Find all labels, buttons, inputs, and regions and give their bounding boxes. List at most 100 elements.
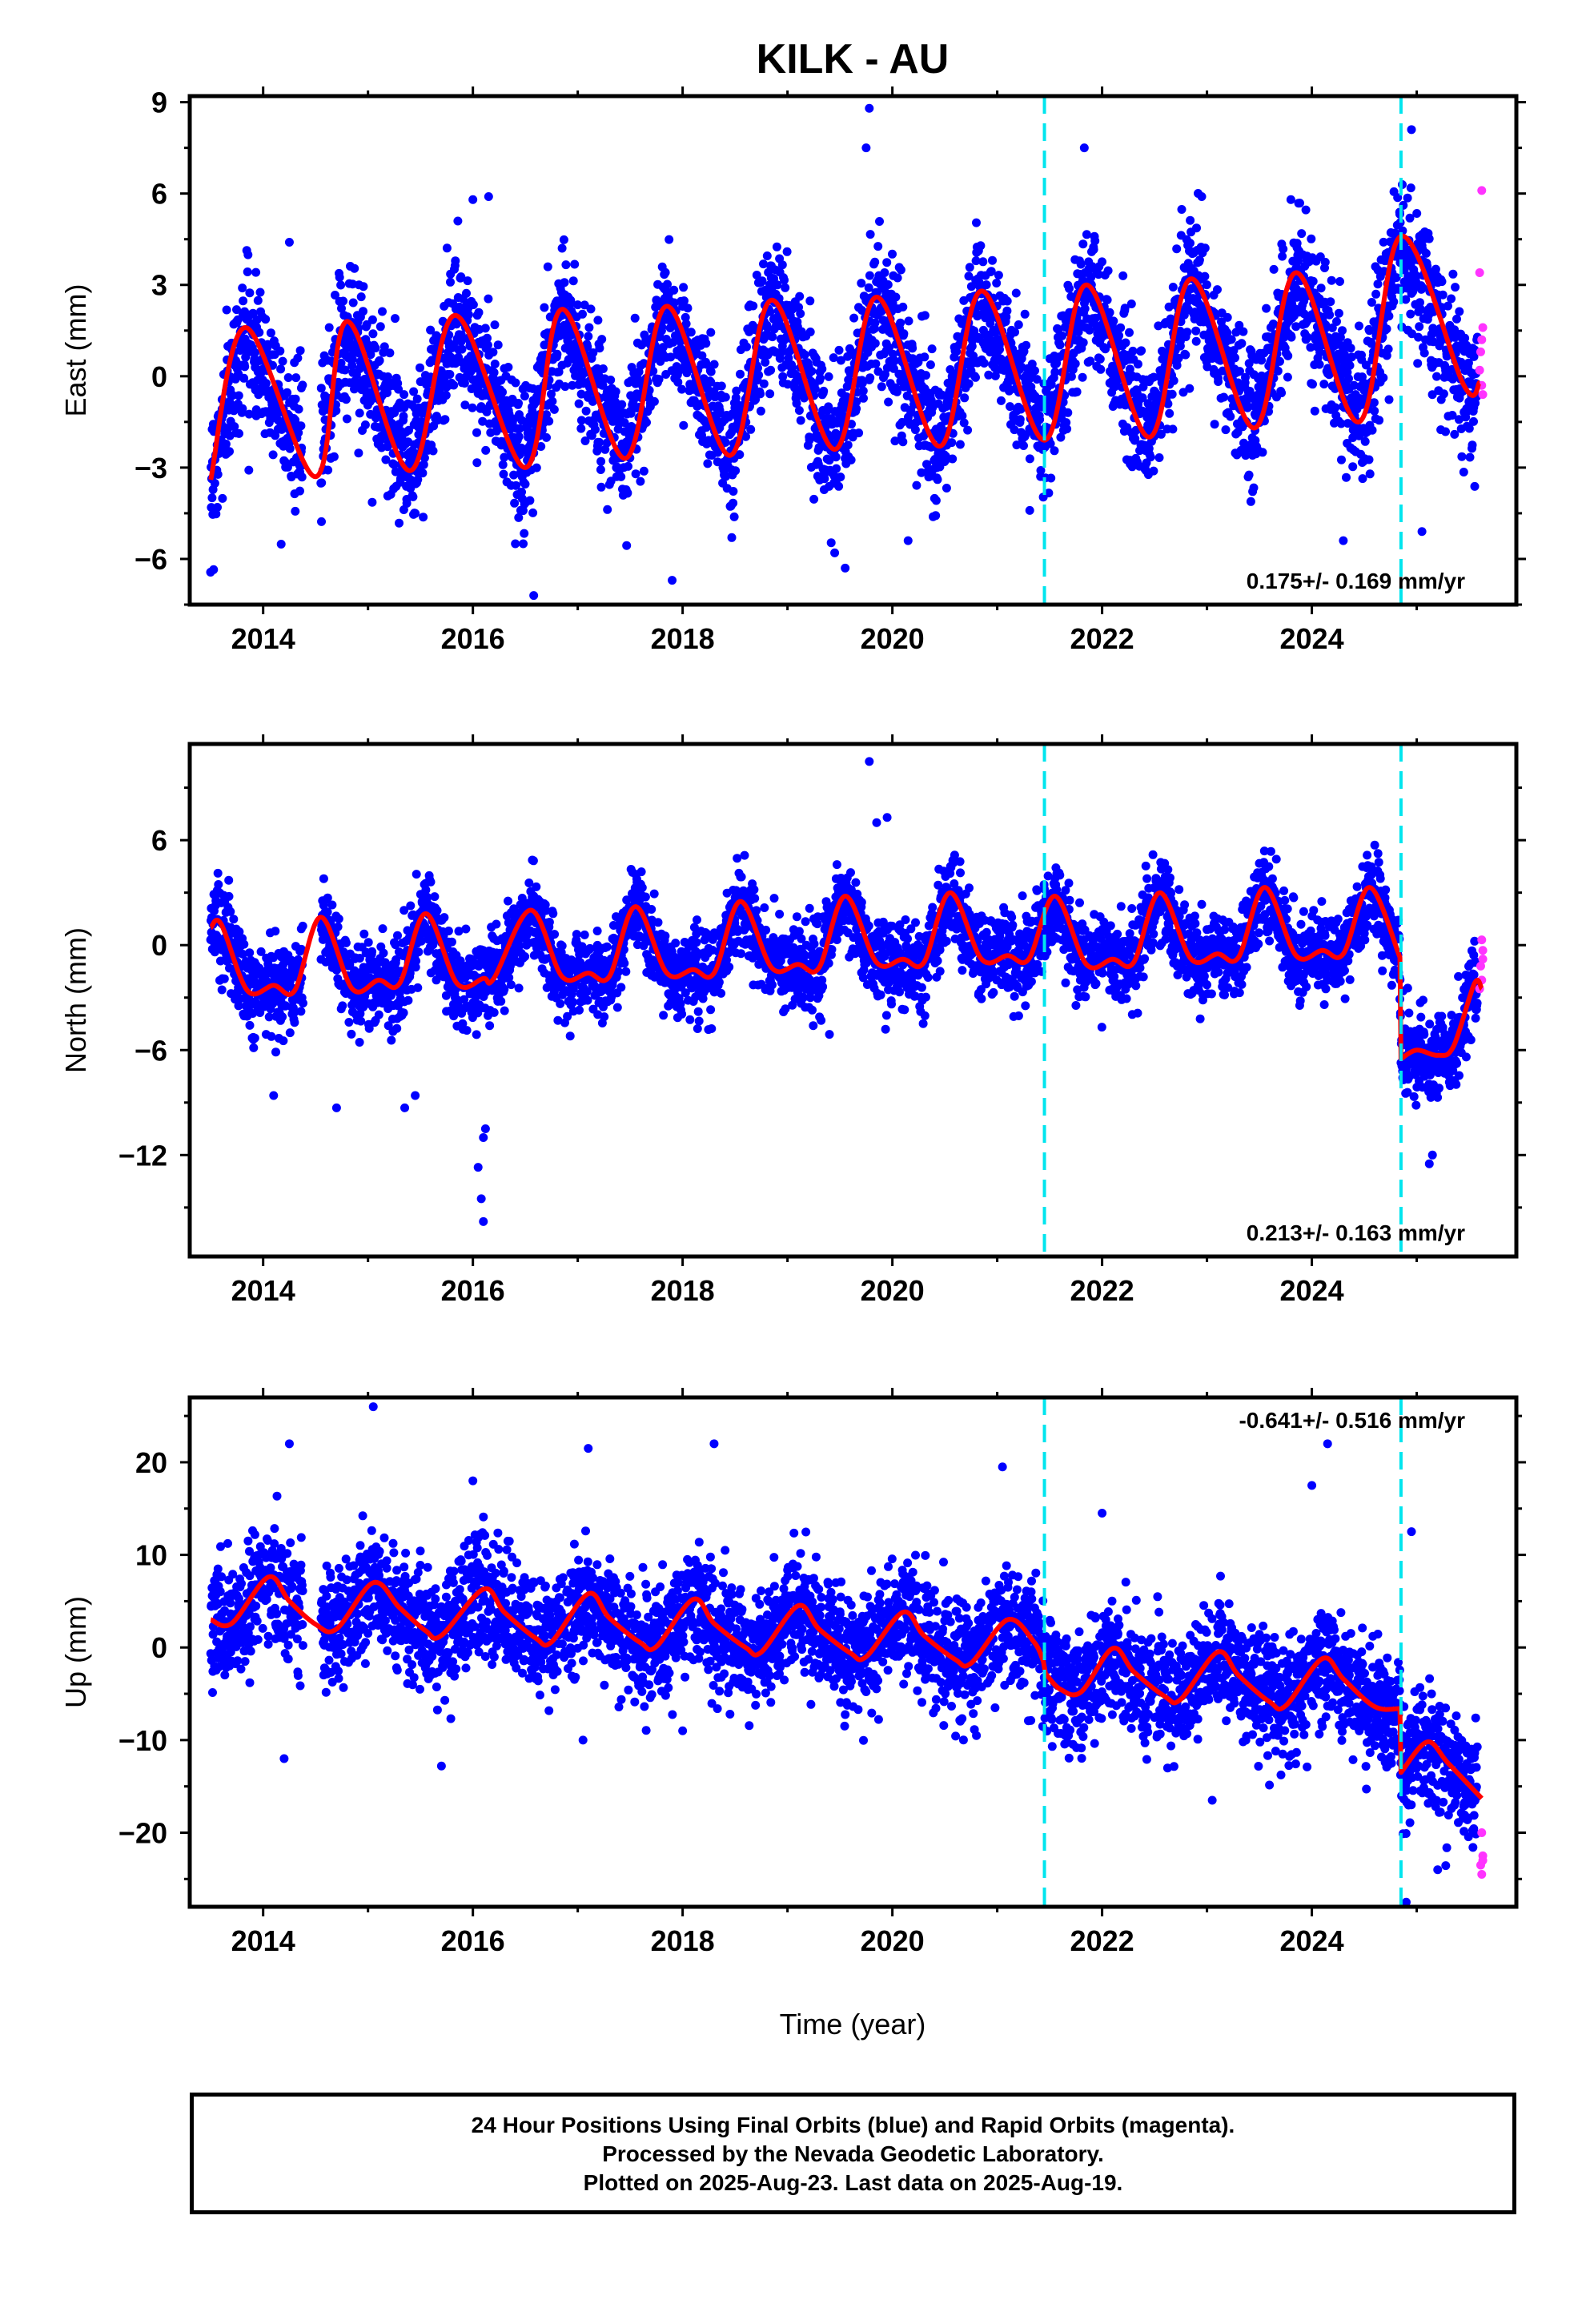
data-point xyxy=(976,241,986,251)
data-point xyxy=(544,416,554,426)
data-point xyxy=(251,348,259,357)
data-point xyxy=(736,369,745,379)
data-point xyxy=(1454,415,1464,424)
data-point xyxy=(1126,300,1136,308)
data-point xyxy=(226,907,235,916)
data-point xyxy=(1175,341,1185,351)
data-point xyxy=(763,324,773,332)
x-tick-label: 2022 xyxy=(1070,622,1134,655)
data-point xyxy=(509,470,519,480)
data-point xyxy=(271,1047,280,1057)
data-point xyxy=(411,509,420,518)
data-point xyxy=(1279,244,1288,254)
data-point xyxy=(731,466,741,476)
data-point xyxy=(405,968,415,978)
data-point xyxy=(623,488,632,497)
data-point xyxy=(209,565,219,574)
data-point xyxy=(504,363,513,372)
data-point xyxy=(1049,396,1058,406)
data-point xyxy=(402,499,412,508)
data-point xyxy=(366,350,375,360)
data-point xyxy=(238,404,247,413)
data-point xyxy=(1344,374,1353,384)
data-point xyxy=(564,338,573,347)
data-point xyxy=(746,424,756,434)
data-point xyxy=(297,472,307,482)
data-point xyxy=(982,280,991,290)
data-point xyxy=(298,380,307,390)
data-point xyxy=(1035,415,1045,424)
data-point xyxy=(578,309,587,319)
data-point xyxy=(1030,366,1039,376)
data-point xyxy=(1326,297,1335,307)
data-point xyxy=(1010,425,1019,435)
data-point xyxy=(1369,398,1379,408)
data-point xyxy=(864,283,873,292)
data-point xyxy=(472,458,482,468)
data-point xyxy=(488,348,498,357)
data-point xyxy=(948,454,958,464)
data-point xyxy=(990,371,1000,380)
data-point xyxy=(1246,497,1255,506)
data-point xyxy=(321,957,331,967)
data-point xyxy=(299,999,307,1008)
data-point xyxy=(1258,448,1267,457)
data-point xyxy=(500,452,509,462)
data-point xyxy=(591,424,600,434)
data-point xyxy=(573,300,583,310)
data-point xyxy=(1011,288,1021,298)
data-point xyxy=(290,1007,299,1017)
data-point xyxy=(412,956,421,966)
data-point xyxy=(483,333,492,343)
data-point xyxy=(1348,462,1358,472)
data-point xyxy=(483,340,492,350)
data-point xyxy=(1292,239,1302,248)
data-point xyxy=(350,263,359,273)
data-point xyxy=(1223,328,1232,337)
data-point xyxy=(1101,344,1110,354)
data-point xyxy=(865,271,874,280)
data-point xyxy=(741,432,750,441)
data-point xyxy=(296,421,306,431)
data-point xyxy=(570,259,580,269)
data-point xyxy=(416,363,424,372)
data-point xyxy=(1459,468,1468,476)
data-point xyxy=(926,396,936,405)
data-point xyxy=(540,340,549,350)
data-point xyxy=(727,533,737,542)
data-point xyxy=(796,416,805,425)
data-point xyxy=(1441,427,1450,436)
data-point xyxy=(456,272,466,282)
data-point xyxy=(1015,415,1025,424)
rapid-point xyxy=(1477,186,1487,195)
data-point xyxy=(963,425,973,435)
data-point xyxy=(542,432,551,442)
data-point xyxy=(1078,338,1088,348)
data-point xyxy=(379,342,389,352)
data-point xyxy=(1072,387,1082,396)
data-point xyxy=(1343,419,1352,428)
data-point xyxy=(1327,275,1336,285)
data-point xyxy=(1050,368,1060,377)
data-point xyxy=(1050,446,1059,456)
data-point xyxy=(865,373,875,383)
rapid-point xyxy=(1475,268,1484,278)
data-point xyxy=(1469,416,1478,426)
data-point xyxy=(805,328,815,336)
data-point xyxy=(1415,322,1424,332)
data-point xyxy=(493,340,503,350)
data-point xyxy=(622,541,632,550)
data-point xyxy=(547,389,556,399)
outlier-point xyxy=(1417,527,1427,537)
data-point xyxy=(1114,331,1124,340)
data-point xyxy=(842,382,852,392)
data-point xyxy=(245,948,255,958)
data-point xyxy=(706,377,716,387)
data-point xyxy=(283,388,292,397)
data-point xyxy=(574,399,584,408)
data-point xyxy=(1172,360,1182,370)
data-point xyxy=(1102,296,1112,304)
data-point xyxy=(795,292,805,301)
data-point xyxy=(1295,199,1304,208)
data-point xyxy=(323,907,332,917)
